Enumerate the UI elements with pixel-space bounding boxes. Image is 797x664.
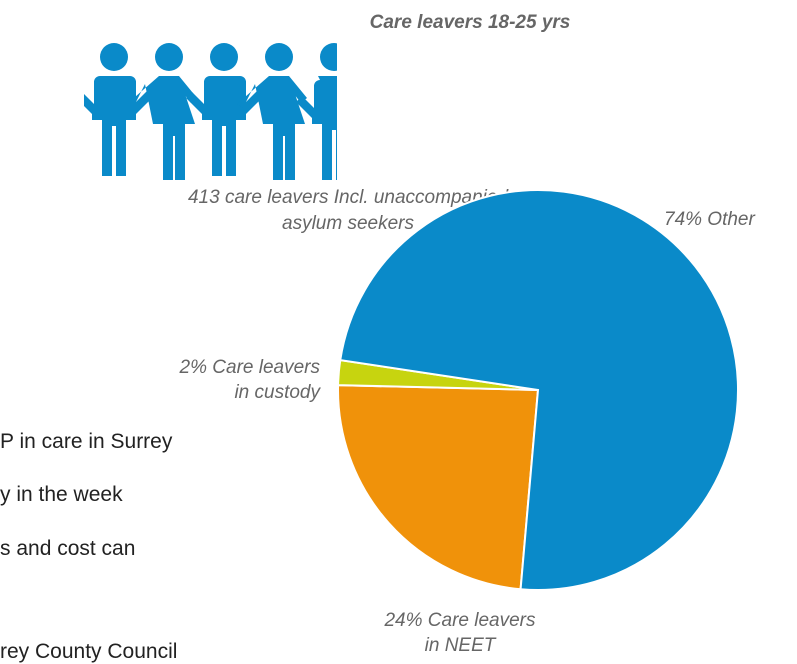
body-text-line-4: rey County Council bbox=[0, 640, 178, 663]
slice-label-custody-line-1: 2% Care leavers bbox=[179, 357, 320, 378]
person-icon bbox=[84, 43, 156, 176]
people-icon-group bbox=[84, 43, 337, 180]
people-label-line-1: 413 care leavers Incl. unaccompanied bbox=[187, 187, 509, 208]
slice-label-neet: 24% Care leavers in NEET bbox=[370, 608, 550, 658]
pie-slice-neet bbox=[337, 384, 540, 591]
body-text-line-3: s and cost can bbox=[0, 537, 136, 560]
people-label-line-2: asylum seekers bbox=[282, 213, 414, 234]
people-count-label: 413 care leavers Incl. unaccompanied asy… bbox=[168, 185, 528, 237]
slice-label-neet-line-1: 24% Care leavers bbox=[384, 610, 536, 631]
slice-label-neet-line-2: in NEET bbox=[424, 635, 496, 656]
slice-label-custody: 2% Care leavers in custody bbox=[150, 355, 320, 405]
slice-label-other: 74% Other bbox=[664, 209, 755, 230]
slice-label-custody-line-2: in custody bbox=[234, 382, 320, 403]
person-icon bbox=[127, 43, 197, 180]
person-icon bbox=[296, 43, 337, 180]
person-icon bbox=[237, 43, 307, 180]
body-text-line-2: y in the week bbox=[0, 483, 123, 506]
pie-slice-other bbox=[339, 189, 739, 591]
chart-title: Care leavers 18-25 yrs bbox=[369, 12, 571, 33]
body-text-line-1: P in care in Surrey bbox=[0, 430, 173, 453]
